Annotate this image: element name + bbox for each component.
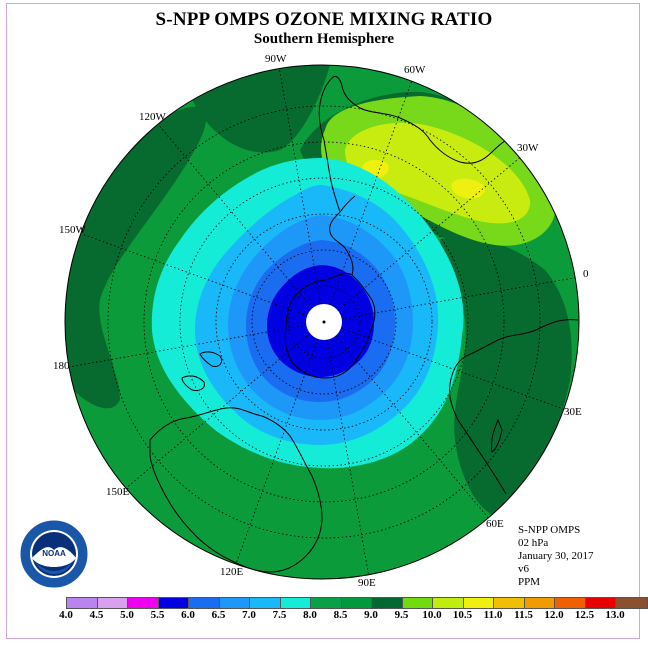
noaa-logo-text: NOAA	[42, 549, 66, 558]
lon-label-120w: 120W	[139, 111, 166, 123]
south-pole-marker	[322, 320, 326, 324]
lon-label-90w: 90W	[265, 53, 287, 65]
colorbar-label: 11.0	[483, 609, 503, 621]
colorbar-swatch	[463, 598, 494, 608]
colorbar-swatch	[402, 598, 433, 608]
ozone-band-5.5	[313, 335, 343, 357]
noaa-logo: NOAA	[19, 519, 89, 589]
colorbar-label: 9.0	[364, 609, 378, 621]
map-border	[64, 64, 580, 580]
latitude-circle	[143, 141, 505, 503]
lon-label-30w: 30W	[517, 142, 539, 154]
colorbar-label: 10.5	[452, 609, 473, 621]
ozone-band-9.0-east	[440, 237, 572, 520]
colorbar-swatch	[341, 598, 372, 608]
ozone-band-9.0-west	[65, 106, 206, 409]
colorbar-label: 8.5	[333, 609, 348, 621]
colorbar-label: 12.0	[544, 609, 564, 621]
colorbar-swatch	[158, 598, 189, 608]
colorbar-label: 4.0	[59, 609, 73, 621]
colorbar-label: 6.0	[181, 609, 195, 621]
colorbar-swatch	[372, 598, 403, 608]
info-date: January 30, 2017	[518, 550, 594, 562]
ozone-band-10.0	[345, 122, 531, 224]
colorbar-swatch	[616, 598, 647, 608]
lon-label-150e: 150E	[106, 486, 130, 498]
lon-label-60e: 60E	[486, 518, 504, 530]
colorbar-label: 13.0	[605, 609, 625, 621]
colorbar-label: 7.0	[242, 609, 256, 621]
lon-label-0: 0	[583, 268, 589, 280]
colorbar-swatch	[433, 598, 464, 608]
colorbar-swatch	[128, 598, 159, 608]
lon-label-120e: 120E	[220, 566, 244, 578]
lon-label-180: 180	[53, 360, 70, 372]
lon-label-90e: 90E	[358, 577, 376, 589]
colorbar-label: 4.5	[89, 609, 104, 621]
colorbar-swatch	[311, 598, 342, 608]
map-subtitle: Southern Hemisphere	[253, 31, 395, 47]
plot-frame	[6, 3, 640, 639]
info-instrument: S-NPP OMPS	[518, 524, 581, 536]
info-version: v6	[518, 563, 529, 575]
latitude-circle	[251, 249, 397, 395]
colorbar-swatch	[524, 598, 555, 608]
latitude-circle	[107, 105, 541, 539]
colorbar-swatch	[280, 598, 311, 608]
colorbar-swatch	[585, 598, 616, 608]
info-block: S-NPP OMPS 02 hPa January 30, 2017 v6 PP…	[518, 524, 593, 589]
colorbar-label: 7.5	[272, 609, 287, 621]
info-units: PPM	[518, 576, 541, 588]
latitude-circle	[287, 285, 361, 359]
lon-label-150w: 150W	[59, 224, 86, 236]
info-level: 02 hPa	[518, 537, 549, 549]
colorbar-swatch	[250, 598, 281, 608]
colorbar	[66, 597, 648, 609]
colorbar-label: 9.5	[394, 609, 409, 621]
colorbar-swatch	[189, 598, 220, 608]
colorbar-label: 12.5	[574, 609, 595, 621]
colorbar-swatch	[555, 598, 586, 608]
lon-label-30e: 30E	[564, 406, 582, 418]
latitude-circle	[215, 213, 433, 431]
graticule	[70, 68, 578, 576]
colorbar-label: 5.0	[120, 609, 134, 621]
colorbar-swatch	[219, 598, 250, 608]
map-title: S-NPP OMPS OZONE MIXING RATIO	[155, 9, 493, 30]
colorbar-label: 6.5	[211, 609, 226, 621]
colorbar-swatch	[97, 598, 128, 608]
latitude-circle	[179, 177, 469, 467]
colorbar-swatch	[494, 598, 525, 608]
colorbar-swatch	[67, 598, 98, 608]
ozone-band-9.0-north	[190, 65, 330, 153]
colorbar-label: 5.5	[150, 609, 165, 621]
colorbar-label: 10.0	[422, 609, 442, 621]
colorbar-label: 11.5	[514, 609, 533, 621]
colorbar-label: 8.0	[303, 609, 317, 621]
lon-label-60w: 60W	[404, 64, 426, 76]
